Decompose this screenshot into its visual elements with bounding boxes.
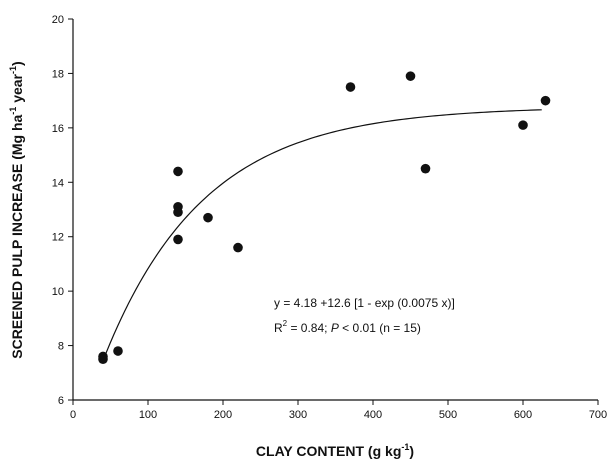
data-point bbox=[173, 207, 183, 218]
y-tick-label: 8 bbox=[58, 341, 64, 353]
y-tick-label: 10 bbox=[52, 286, 64, 298]
fit-equation: y = 4.18 +12.6 [1 - exp (0.0075 x)] bbox=[274, 296, 455, 310]
y-axis-title: SCREENED PULP INCREASE (Mg ha-1 year-1) bbox=[8, 61, 25, 358]
y-ticks: 6 8 10 12 14 16 18 20 bbox=[52, 14, 73, 407]
y-tick-label: 12 bbox=[52, 232, 64, 244]
data-point bbox=[203, 212, 213, 223]
data-point bbox=[98, 354, 108, 364]
x-tick-label: 400 bbox=[364, 409, 382, 421]
y-tick-label: 18 bbox=[52, 68, 64, 80]
data-point bbox=[345, 82, 356, 92]
x-tick-label: 500 bbox=[439, 409, 457, 421]
x-tick-label: 300 bbox=[289, 409, 307, 421]
y-tick-label: 6 bbox=[58, 395, 64, 407]
x-ticks: 0 100 200 300 400 500 600 700 bbox=[70, 400, 607, 421]
x-tick-label: 200 bbox=[214, 409, 232, 421]
x-tick-label: 0 bbox=[70, 409, 76, 421]
y-tick-label: 14 bbox=[52, 177, 64, 189]
data-point bbox=[420, 163, 431, 174]
y-tick-label: 20 bbox=[52, 14, 64, 26]
data-point bbox=[518, 120, 528, 130]
x-tick-label: 100 bbox=[139, 409, 157, 421]
data-point bbox=[173, 234, 183, 245]
fit-curve bbox=[102, 109, 542, 361]
data-point bbox=[233, 242, 243, 253]
data-point bbox=[113, 346, 123, 356]
data-point bbox=[540, 95, 551, 106]
data-point bbox=[405, 71, 416, 81]
axes bbox=[72, 19, 598, 401]
y-tick-label: 16 bbox=[52, 123, 64, 135]
fit-statistics: R2 = 0.84; P < 0.01 (n = 15) bbox=[274, 319, 421, 335]
x-tick-label: 700 bbox=[589, 409, 607, 421]
x-tick-label: 600 bbox=[514, 409, 532, 421]
data-points bbox=[98, 71, 551, 364]
data-point bbox=[173, 166, 183, 177]
x-axis-title: CLAY CONTENT (g kg-1) bbox=[256, 442, 414, 459]
